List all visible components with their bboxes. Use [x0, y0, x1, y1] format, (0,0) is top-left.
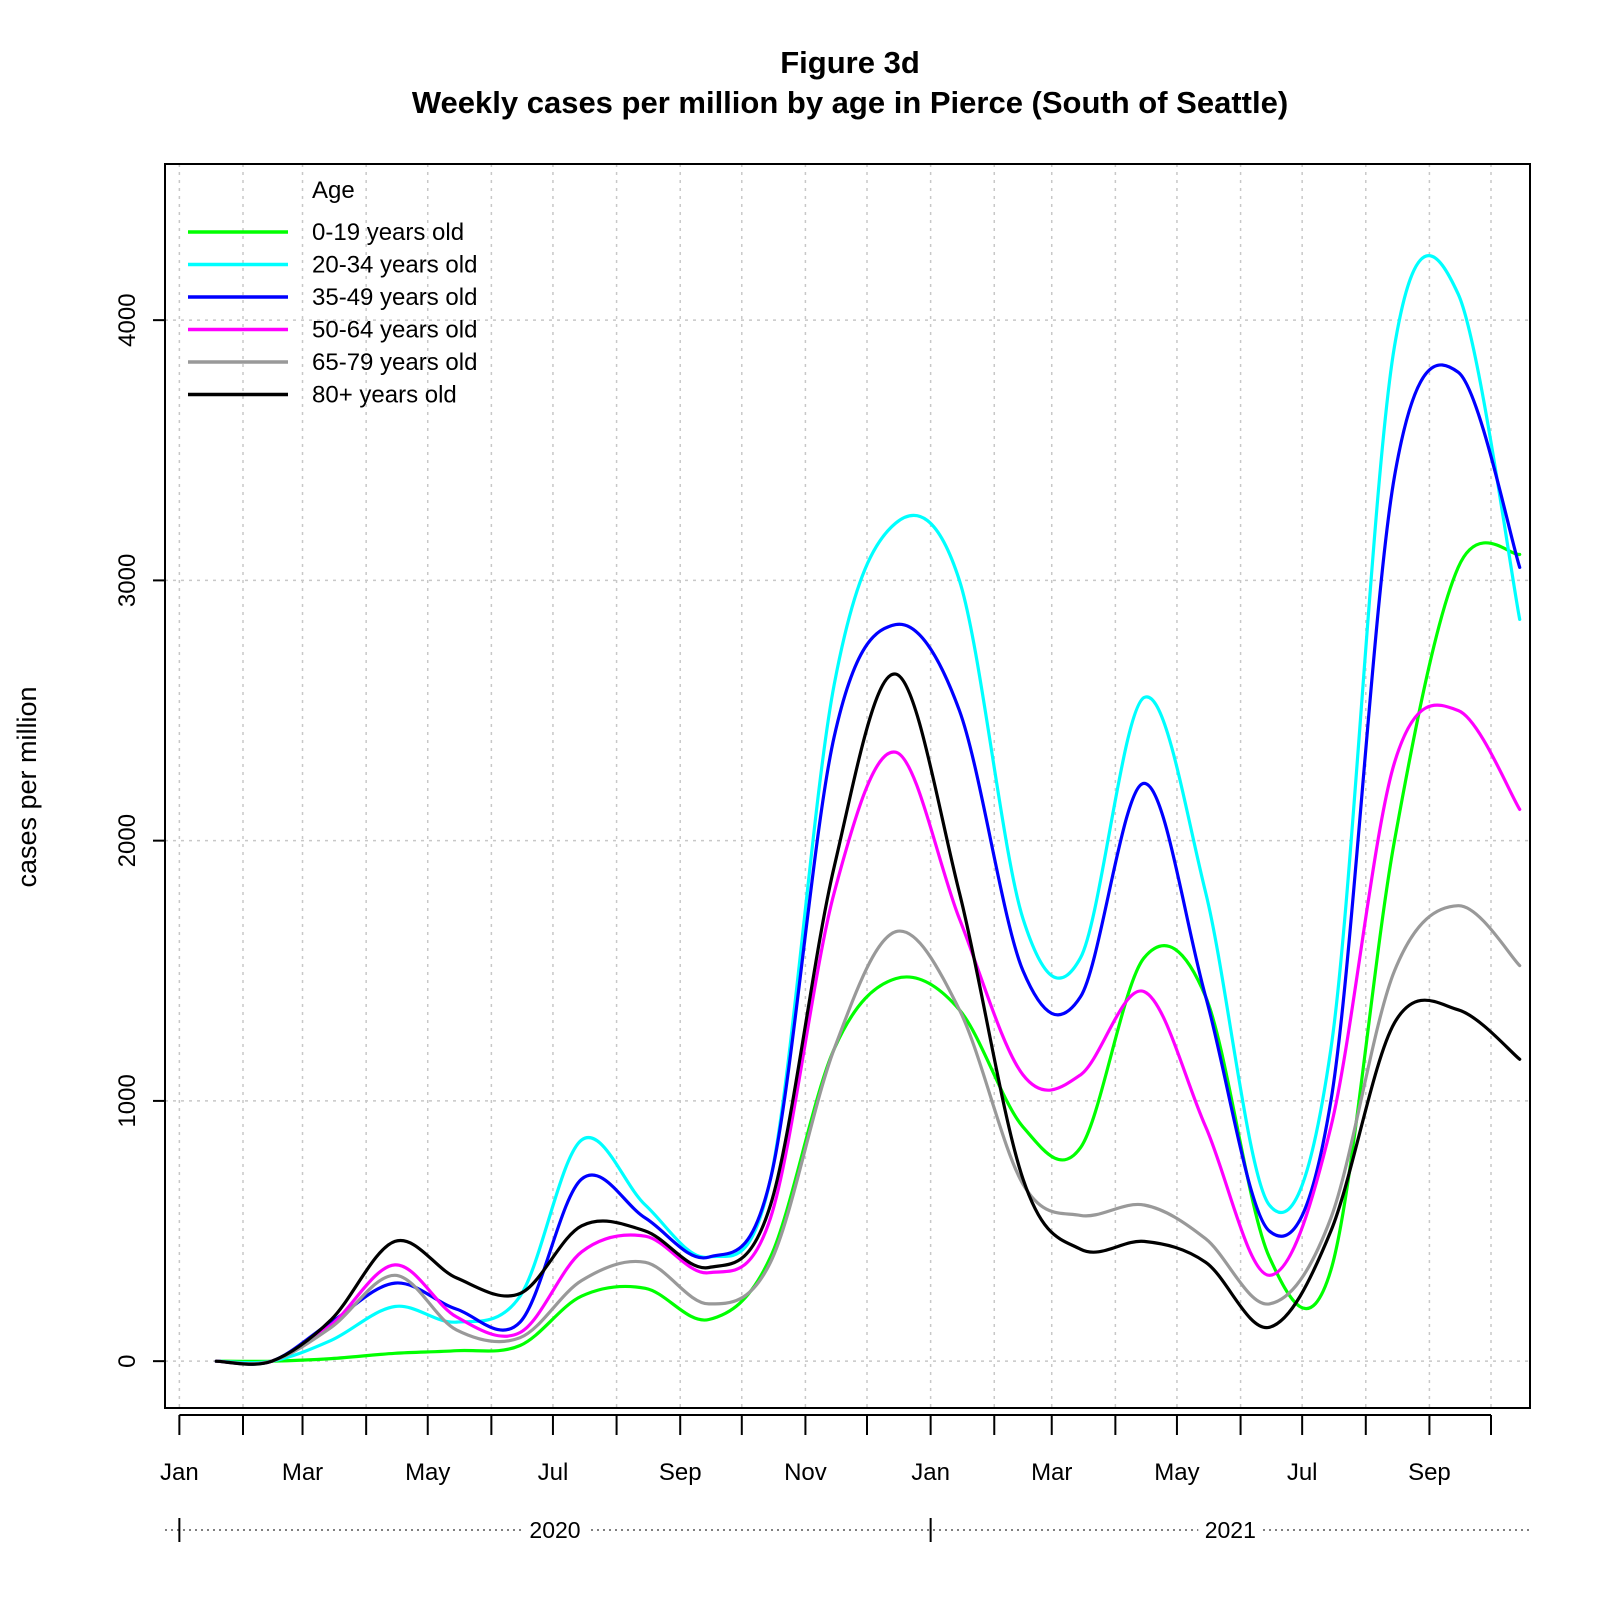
- chart-title: Figure 3d: [780, 45, 920, 80]
- series-line-80-years-old: [214, 672, 1522, 1366]
- y-tick-label: 0: [114, 1354, 141, 1367]
- year-label-bg: [1198, 1516, 1263, 1542]
- x-tick-label: Jul: [538, 1459, 569, 1486]
- year-label: 2020: [529, 1517, 580, 1543]
- legend-title: Age: [312, 177, 355, 204]
- legend-entry: 0-19 years old: [312, 219, 464, 246]
- legend-entry: 50-64 years old: [312, 317, 477, 344]
- y-axis: 0 1000 2000 3000 4000: [114, 293, 165, 1368]
- y-tick-label: 4000: [114, 293, 141, 346]
- legend-entry: 80+ years old: [312, 382, 457, 409]
- legend: Age 0-19 years old 20-34 years old 35-49 y…: [188, 177, 477, 409]
- x-tick-label: Mar: [1031, 1459, 1072, 1486]
- year-label-bg: [523, 1516, 587, 1542]
- x-tick-label: Jan: [911, 1459, 950, 1486]
- x-tick-label: Nov: [784, 1459, 827, 1486]
- series-layer: [214, 254, 1522, 1366]
- x-tick-label: Jul: [1287, 1459, 1318, 1486]
- legend-entry: 20-34 years old: [312, 252, 477, 279]
- chart-subtitle: Weekly cases per million by age in Pierc…: [412, 85, 1288, 120]
- x-tick-label: Sep: [1408, 1459, 1451, 1486]
- series-line-65-79-years-old: [214, 904, 1522, 1366]
- year-axis: 2020 2021: [165, 1516, 1530, 1543]
- x-tick-label: Sep: [659, 1459, 702, 1486]
- legend-entry: 65-79 years old: [312, 349, 477, 376]
- series-line-50-64-years-old: [214, 703, 1522, 1366]
- series-line-0-19-years-old: [214, 541, 1522, 1363]
- x-tick-label: Jan: [160, 1459, 199, 1486]
- y-tick-label: 1000: [114, 1074, 141, 1127]
- x-tick-label: Mar: [282, 1459, 323, 1486]
- y-tick-label: 2000: [114, 814, 141, 867]
- plot-frame: [164, 163, 1531, 1409]
- year-label: 2021: [1205, 1517, 1256, 1543]
- series-line-20-34-years-old: [214, 254, 1522, 1365]
- series-line-35-49-years-old: [214, 363, 1522, 1366]
- legend-entry: 35-49 years old: [312, 284, 477, 311]
- y-tick-label: 3000: [114, 554, 141, 607]
- y-axis-label: cases per million: [12, 686, 42, 887]
- x-axis: Jan Mar May Jul Sep Nov Jan Mar May Jul Sep: [160, 1414, 1492, 1486]
- x-tick-label: May: [405, 1459, 450, 1486]
- x-tick-label: May: [1154, 1459, 1199, 1486]
